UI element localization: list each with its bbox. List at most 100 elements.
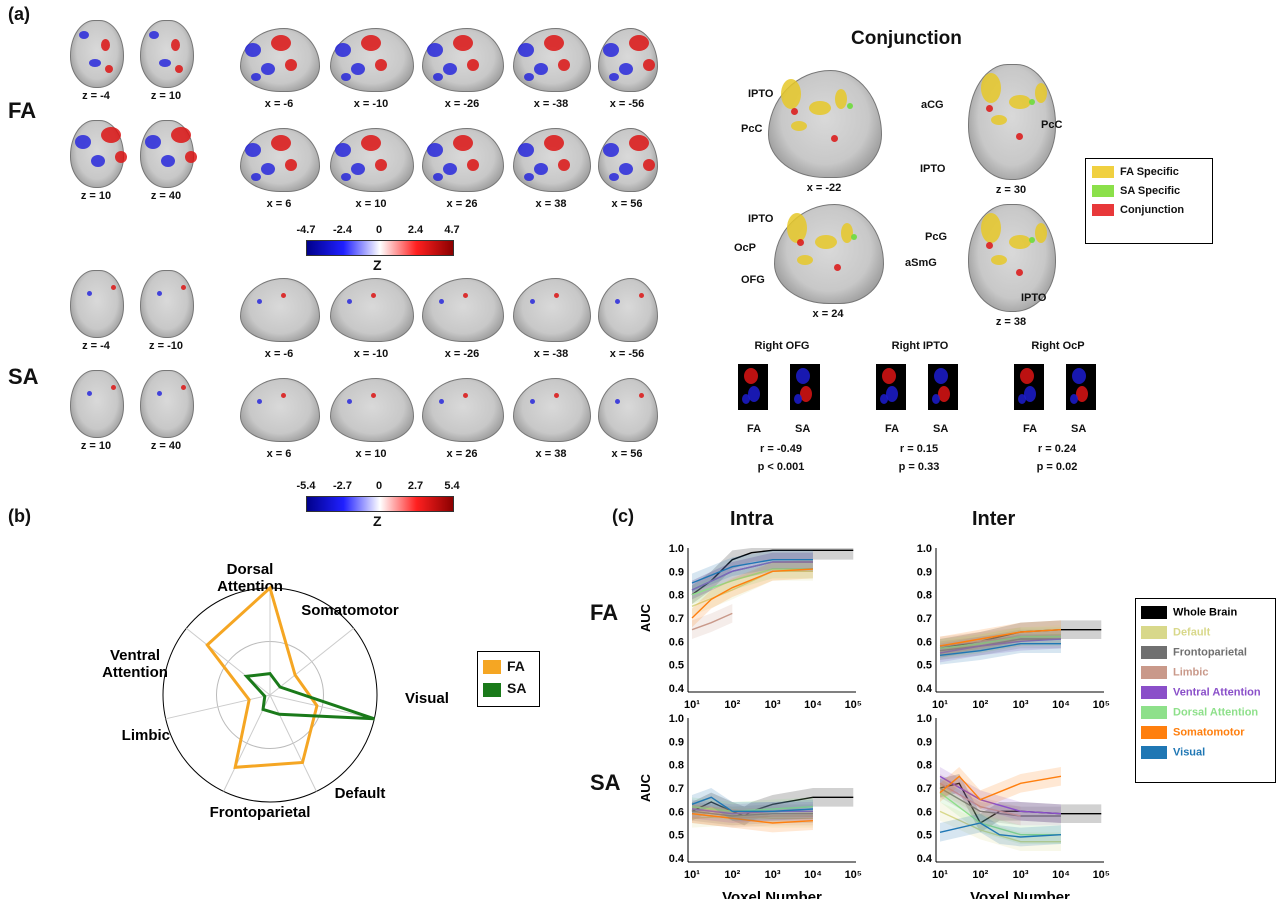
y-tick-label: 0.9 (669, 736, 684, 748)
slice-label: z = 40 (150, 440, 182, 452)
y-tick-label: 0.8 (917, 760, 932, 772)
slice-label: x = -6 (264, 348, 294, 360)
slice-label: x = -26 (444, 98, 480, 110)
activation-cluster (639, 393, 644, 398)
y-tick-label: 0.4 (917, 853, 933, 865)
activation-cluster (742, 394, 750, 404)
legend-swatch (1141, 606, 1167, 619)
sagittal-brain-slice (598, 28, 658, 92)
activation-cluster (534, 163, 548, 175)
series-line (939, 642, 1061, 657)
series-line (939, 638, 1062, 654)
activation-cluster (101, 127, 121, 143)
legend-swatch (1092, 185, 1114, 198)
activation-cluster (744, 368, 758, 384)
activation-cluster (175, 65, 183, 73)
series-band (692, 559, 813, 628)
activation-cluster (530, 399, 535, 404)
legend-swatch (483, 682, 501, 697)
roi-correlation-map (738, 364, 768, 410)
activation-cluster (981, 213, 1001, 243)
series-band (940, 813, 1061, 847)
legend-text: Dorsal Attention (1173, 706, 1259, 719)
x-tick-label: 10³ (765, 699, 781, 711)
region-label: OcP (734, 242, 757, 254)
activation-cluster (443, 163, 457, 175)
y-tick-label: 0.4 (917, 683, 933, 695)
roi-r-value: r = 0.15 (899, 443, 939, 455)
activation-cluster (609, 73, 619, 81)
series-band (692, 552, 813, 600)
legend-text: FA Specific (1120, 166, 1179, 178)
y-tick-label: 0.4 (669, 683, 685, 695)
activation-cluster (815, 235, 837, 249)
activation-cluster (938, 386, 950, 402)
activation-cluster (161, 155, 175, 167)
activation-cluster (335, 143, 351, 157)
legend-text: Frontoparietal (1173, 646, 1247, 659)
legend-swatch (1092, 166, 1114, 179)
roi-fa-label: FA (1023, 423, 1038, 435)
activation-cluster (361, 35, 381, 51)
activation-cluster (615, 399, 620, 404)
activation-cluster (453, 35, 473, 51)
activation-cluster (427, 43, 443, 57)
fa-colorbar-label: Z (373, 257, 382, 273)
c-row-label-fa: FA (590, 600, 619, 625)
colorbar-tick: -2.7 (333, 480, 352, 492)
activation-cluster (463, 393, 468, 398)
series-line (939, 787, 1061, 817)
x-tick-label: 10³ (765, 869, 781, 881)
x-tick-label: 10³ (1013, 869, 1029, 881)
activation-cluster (467, 59, 479, 71)
series-band (940, 620, 1061, 656)
axial-brain-slice (140, 370, 194, 438)
y-axis-label: AUC (638, 773, 653, 802)
region-label: PcC (1041, 119, 1063, 131)
sagittal-brain-slice (513, 378, 591, 442)
activation-cluster (603, 143, 619, 157)
legend-text: Ventral Attention (1173, 686, 1261, 699)
network-legend-entry: Whole Brain (1141, 606, 1270, 619)
series-line (939, 635, 1021, 647)
activation-cluster (285, 159, 297, 171)
legend-text: Visual (1173, 746, 1206, 759)
y-tick-label: 0.9 (917, 566, 932, 578)
slice-label: z = -10 (149, 340, 183, 352)
activation-cluster (794, 394, 802, 404)
slice-label: x = -38 (533, 348, 569, 360)
activation-cluster (791, 108, 799, 116)
activation-cluster (245, 143, 261, 157)
series-line (939, 775, 1062, 801)
region-label: aCG (921, 99, 944, 111)
slice-label: x = 10 (355, 198, 387, 210)
slice-label: x = 38 (535, 198, 567, 210)
radar-axis-label: Somatomotor (301, 602, 399, 619)
y-tick-label: 0.5 (669, 830, 684, 842)
network-legend-entry: Limbic (1141, 666, 1270, 679)
sagittal-brain-slice (598, 128, 658, 192)
activation-cluster (1024, 386, 1036, 402)
colorbar-tick: 2.4 (407, 224, 424, 236)
activation-cluster (1020, 368, 1034, 384)
activation-cluster (603, 43, 619, 57)
series-line (939, 638, 1061, 652)
legend-text: FA (507, 658, 525, 674)
panel-c-label: (c) (612, 506, 634, 526)
radar-spoke (269, 627, 354, 696)
conjunction-brain-view (968, 64, 1056, 180)
x-tick-label: 10¹ (932, 699, 948, 711)
region-label: PcG (925, 231, 948, 243)
roi-correlation-map (876, 364, 906, 410)
legend-swatch (1141, 666, 1167, 679)
region-label: IPTO (748, 88, 774, 100)
view-caption: z = 30 (995, 184, 1027, 196)
series-line (691, 812, 814, 824)
x-axis-label: Voxel Number (970, 889, 1070, 899)
x-tick-label: 10² (724, 869, 740, 881)
x-tick-label: 10¹ (932, 869, 948, 881)
roi-correlation-map (928, 364, 958, 410)
legend-text: Whole Brain (1173, 606, 1238, 619)
activation-cluster (797, 255, 813, 265)
activation-cluster (371, 393, 376, 398)
